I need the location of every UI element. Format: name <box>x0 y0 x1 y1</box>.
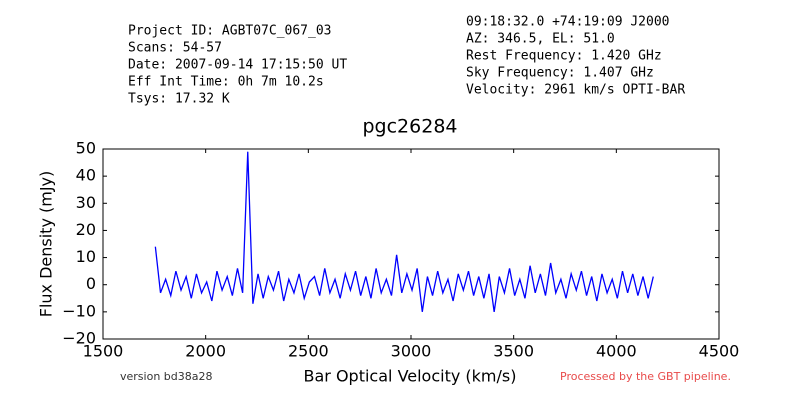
info-line: Rest Frequency: 1.420 GHz <box>466 49 662 64</box>
x-tick-label: 1500 <box>83 342 124 361</box>
x-tick-label: 4000 <box>596 342 637 361</box>
spectrum-line <box>154 151 654 312</box>
info-line: AZ: 346.5, EL: 51.0 <box>466 32 615 47</box>
y-tick-label: −20 <box>62 329 96 348</box>
y-tick-label: 30 <box>76 193 96 212</box>
version-note: version bd38a28 <box>120 370 213 383</box>
info-line: Tsys: 17.32 K <box>128 92 230 107</box>
info-line: Sky Frequency: 1.407 GHz <box>466 66 654 81</box>
x-tick-label: 3000 <box>391 342 432 361</box>
chart-title: pgc26284 <box>362 116 457 138</box>
info-line: Date: 2007-09-14 17:15:50 UT <box>128 58 347 73</box>
x-tick-label: 4500 <box>699 342 740 361</box>
y-tick-label: 40 <box>76 166 96 185</box>
y-tick-label: −10 <box>62 301 96 320</box>
info-line: Velocity: 2961 km/s OPTI-BAR <box>466 83 685 98</box>
x-tick-label: 2500 <box>288 342 329 361</box>
y-axis-label: Flux Density (mJy) <box>37 171 56 318</box>
info-line: Scans: 54-57 <box>128 41 222 56</box>
y-tick-label: 0 <box>86 274 96 293</box>
info-line: Eff Int Time: 0h 7m 10.2s <box>128 75 324 90</box>
info-line: 09:18:32.0 +74:19:09 J2000 <box>466 15 670 30</box>
x-tick-label: 3500 <box>493 342 534 361</box>
info-line: Project ID: AGBT07C_067_03 <box>128 24 332 39</box>
pipeline-note: Processed by the GBT pipeline. <box>560 370 731 383</box>
y-tick-label: 20 <box>76 220 96 239</box>
x-tick-label: 2000 <box>185 342 226 361</box>
y-tick-label: 10 <box>76 247 96 266</box>
y-tick-label: 50 <box>76 139 96 158</box>
x-axis-label: Bar Optical Velocity (km/s) <box>304 367 517 386</box>
plot-frame <box>102 148 720 340</box>
